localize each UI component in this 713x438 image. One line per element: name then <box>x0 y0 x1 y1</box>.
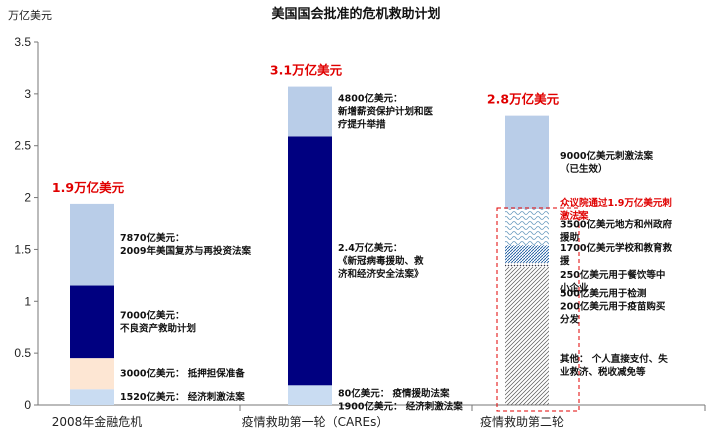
bar-segment <box>505 267 549 405</box>
segment-label: 援 <box>560 255 570 267</box>
segment-label: 业救济、税收减免等 <box>560 366 646 378</box>
segment-label: 9000亿美元刺激法案 <box>560 150 653 162</box>
bar-segment <box>505 245 549 263</box>
bar-segment <box>505 208 549 246</box>
category-label: 2008年金融危机 <box>52 414 143 429</box>
bar-segment <box>70 389 114 405</box>
segment-label: 7870亿美元： <box>120 232 184 244</box>
segment-label: 1700亿美元学校和教育救 <box>560 242 672 254</box>
bars <box>70 86 580 412</box>
segment-label: 疗提升举措 <box>338 118 386 130</box>
category-label: 疫情救助第一轮（CAREs） <box>242 414 389 429</box>
category-labels: 2008年金融危机 疫情救助第一轮（CAREs） 疫情救助第二轮 <box>52 414 564 429</box>
y-axis-label: 万亿美元 <box>8 9 52 22</box>
segment-label: 不良资产救助计划 <box>120 322 196 334</box>
bar-segment <box>70 358 114 390</box>
y-tick-label: 1 <box>24 294 31 308</box>
segment-label: 4800亿美元： <box>338 92 402 104</box>
segment-label: 新增薪资保护计划和医 <box>338 105 434 117</box>
segment-label: 其他： 个人直接支付、失 <box>560 353 668 365</box>
bar-segment <box>288 385 332 405</box>
segment-label: 1520亿美元： 经济刺激法案 <box>120 391 245 403</box>
y-tick-label: 2.5 <box>14 139 31 153</box>
y-tick-label: 3 <box>24 87 31 101</box>
segment-label: 2009年美国复苏与再投资法案 <box>120 245 251 257</box>
y-tick-label: 0.5 <box>14 346 31 360</box>
segment-label: 250亿美元用于餐饮等中 <box>560 269 665 281</box>
bracket-note: 激法案 <box>560 210 589 222</box>
segment-label: 《新冠病毒援助、救 <box>338 255 424 267</box>
total-label: 3.1万亿美元 <box>270 63 343 78</box>
bar-segment <box>505 262 549 268</box>
y-tick-label: 0 <box>24 398 31 412</box>
segment-label: 1900亿美元： 经济刺激法案 <box>338 400 463 412</box>
y-tick-label: 3.5 <box>14 35 31 49</box>
chart-title: 美国国会批准的危机救助计划 <box>271 6 440 22</box>
total-label: 1.9万亿美元 <box>52 180 125 195</box>
bar-segment <box>505 115 549 209</box>
segment-label: 80亿美元： 疫情援助法案 <box>338 387 450 399</box>
y-tick-label: 1.5 <box>14 242 31 256</box>
segment-label: 3500亿美元地方和州政府 <box>560 218 672 230</box>
y-axis: 0 0.5 1 1.5 2 2.5 3 3.5 <box>14 35 706 412</box>
segment-label: 500亿美元用于检测 <box>560 287 647 299</box>
segment-label: 2.4万亿美元： <box>338 242 402 254</box>
category-label: 疫情救助第二轮 <box>480 414 564 429</box>
segment-label: 援助 <box>560 231 580 243</box>
segment-label: 3000亿美元： 抵押担保准备 <box>120 368 245 380</box>
y-tick-label: 2 <box>24 191 31 205</box>
segment-label: 分发 <box>560 313 580 325</box>
bracket-box <box>496 207 580 412</box>
bar-segment <box>288 136 332 386</box>
segment-label: 7000亿美元： <box>120 309 184 321</box>
segment-label: 济和经济安全法案》 <box>338 268 424 280</box>
segment-label: 200亿美元用于疫苗购买 <box>560 300 666 312</box>
segment-labels: 1520亿美元： 经济刺激法案 3000亿美元： 抵押担保准备 7000亿美元：不良… <box>52 63 673 413</box>
total-label: 2.8万亿美元 <box>487 92 560 107</box>
bar-segment <box>70 285 114 359</box>
segment-label: （已生效） <box>560 163 608 175</box>
bar-segment <box>288 86 332 137</box>
bracket-note: 众议院通过1.9万亿美元刺 <box>560 197 672 209</box>
bar-segment <box>70 203 114 286</box>
segment-label: 小企业 <box>559 282 589 294</box>
